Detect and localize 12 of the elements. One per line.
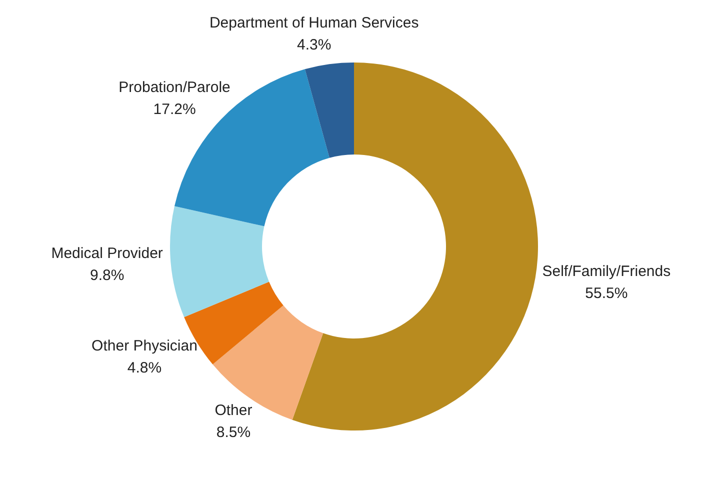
data-label: 4.8% — [127, 359, 162, 376]
data-label: 17.2% — [153, 101, 196, 118]
slice-label: Other — [214, 402, 252, 420]
slice-label: Self/Family/Friends — [542, 263, 671, 280]
data-label: 8.5% — [216, 424, 251, 442]
data-label: 55.5% — [585, 285, 628, 302]
slice-label: Medical Provider — [51, 245, 163, 262]
slice-label: Probation/Parole — [118, 79, 230, 96]
data-label: 9.8% — [90, 267, 124, 284]
slice-label: Other Physician — [92, 337, 198, 354]
slice-label: Department of Human Services — [209, 14, 419, 32]
data-label: 4.3% — [296, 36, 332, 54]
